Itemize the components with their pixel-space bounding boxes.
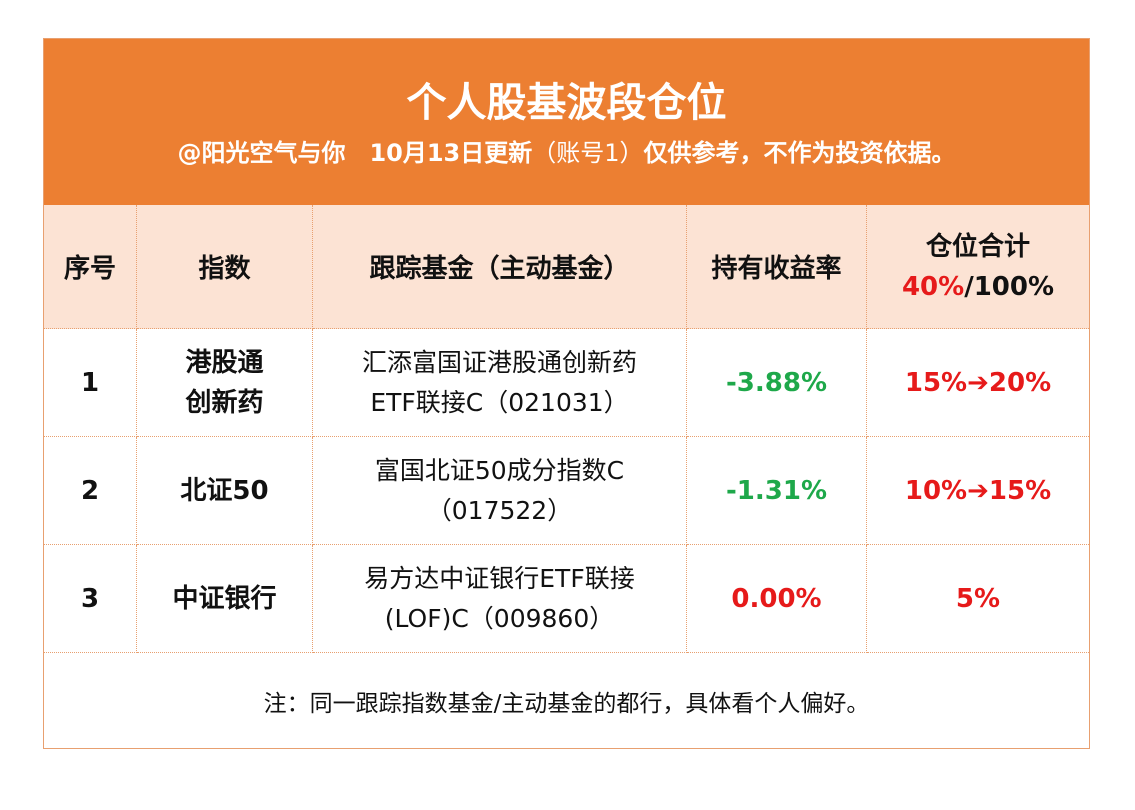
row-2-index-line1: 北证50	[180, 475, 269, 506]
row-3-index-line1: 中证银行	[172, 583, 277, 614]
row-1-seq: 1	[44, 329, 137, 437]
position-max: 100%	[973, 271, 1055, 302]
row-3-seq: 3	[44, 545, 137, 653]
row-2-position: 10%➔15%	[867, 437, 1089, 545]
position-total: 40%/100%	[902, 267, 1054, 307]
row-1-index-line2: 创新药	[185, 387, 264, 418]
row-1-fund-line2: ETF联接C（021031）	[370, 387, 629, 417]
subtitle-disclaimer: 仅供参考，不作为投资依据。	[643, 139, 956, 167]
footnote: 注：同一跟踪指数基金/主动基金的都行，具体看个人偏好。	[263, 690, 870, 717]
position-sep: /	[964, 271, 974, 302]
row-2-yield: -1.31%	[687, 437, 867, 545]
row-1-fund-line1: 汇添富国证港股通创新药	[361, 347, 637, 377]
row-2-fund-line1: 富国北证50成分指数C	[374, 455, 625, 485]
row-3-yield: 0.00%	[687, 545, 867, 653]
row-1-yield: -3.88%	[687, 329, 867, 437]
col-header-position: 仓位合计 40%/100%	[867, 205, 1089, 329]
row-3-fund-line1: 易方达中证银行ETF联接	[364, 563, 635, 593]
position-table: 个人股基波段仓位 @阳光空气与你 10月13日更新（账号1）仅供参考，不作为投资…	[43, 38, 1090, 749]
row-2-seq: 2	[44, 437, 137, 545]
row-3-position: 5%	[867, 545, 1089, 653]
page-title: 个人股基波段仓位	[406, 80, 727, 126]
row-1-position: 15%➔20%	[867, 329, 1089, 437]
row-3-index: 中证银行	[137, 545, 313, 653]
table-header: 个人股基波段仓位 @阳光空气与你 10月13日更新（账号1）仅供参考，不作为投资…	[44, 39, 1089, 205]
row-2-fund: 富国北证50成分指数C （017522）	[313, 437, 687, 545]
col-header-index: 指数	[137, 205, 313, 329]
col-header-seq: 序号	[44, 205, 137, 329]
col-header-yield: 持有收益率	[687, 205, 867, 329]
subtitle-account: （账号1）	[532, 139, 644, 167]
position-current: 40%	[901, 271, 965, 302]
col-header-fund: 跟踪基金（主动基金）	[313, 205, 687, 329]
row-3-fund-line2: (LOF)C（009860）	[384, 603, 615, 633]
row-1-index-line1: 港股通	[185, 347, 264, 378]
row-1-index: 港股通 创新药	[137, 329, 313, 437]
row-2-index: 北证50	[137, 437, 313, 545]
row-2-fund-line2: （017522）	[426, 495, 573, 525]
position-title: 仓位合计	[925, 231, 1030, 262]
row-1-fund: 汇添富国证港股通创新药 ETF联接C（021031）	[313, 329, 687, 437]
subtitle-author-date: @阳光空气与你 10月13日更新	[177, 139, 533, 167]
row-3-fund: 易方达中证银行ETF联接 (LOF)C（009860）	[313, 545, 687, 653]
subtitle: @阳光空气与你 10月13日更新（账号1）仅供参考，不作为投资依据。	[44, 137, 1089, 169]
